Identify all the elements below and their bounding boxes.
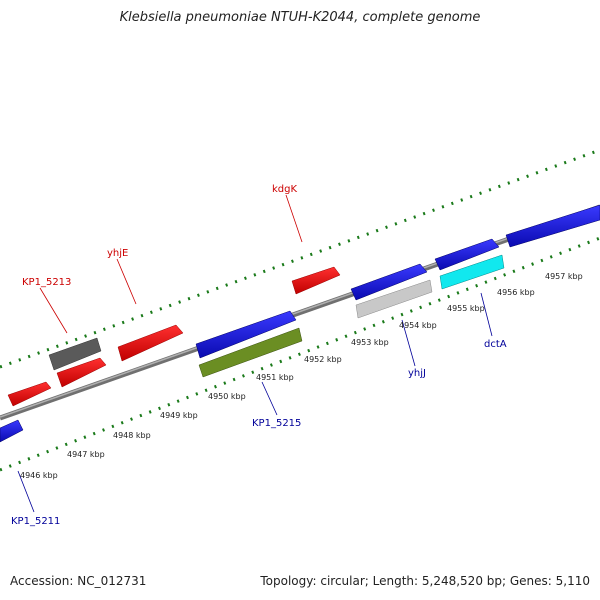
gene-box-light[interactable]: [355, 279, 433, 319]
gene-arrow-blue[interactable]: [195, 310, 297, 359]
inner-tick-track: [0, 236, 600, 472]
gene-label[interactable]: KP1_5211: [11, 516, 60, 527]
gene-box-cyan[interactable]: [439, 254, 505, 290]
position-label: 4948 kbp: [113, 431, 151, 440]
gene-arrow-red[interactable]: [117, 324, 184, 362]
gene-box-gray[interactable]: [48, 337, 102, 371]
position-label: 4946 kbp: [20, 471, 58, 480]
gene-arrow-blue[interactable]: [350, 263, 428, 301]
gene-arrow-blue[interactable]: [434, 238, 500, 271]
gene-label[interactable]: kdgK: [272, 184, 297, 195]
gene-label[interactable]: yhjE: [107, 248, 128, 259]
gene-labels: KP1_5213 yhjE kdgK KP1_5211 KP1_5215 yhj…: [11, 184, 507, 527]
gene-label[interactable]: yhjJ: [408, 368, 426, 379]
position-label: 4957 kbp: [545, 272, 583, 281]
gene-box-olive[interactable]: [198, 327, 303, 378]
accession-text: Accession: NC_012731: [10, 574, 147, 588]
position-label: 4953 kbp: [351, 338, 389, 347]
reverse-gene-track: [198, 254, 505, 378]
position-labels: 4946 kbp 4947 kbp 4948 kbp 4949 kbp 4950…: [20, 272, 583, 480]
gene-arrow-red[interactable]: [291, 266, 341, 295]
position-label: 4951 kbp: [256, 373, 294, 382]
genome-backbone: [0, 204, 600, 421]
gene-label[interactable]: KP1_5213: [22, 277, 71, 288]
forward-gene-track: [0, 204, 600, 443]
gene-arrow-blue[interactable]: [505, 204, 600, 248]
position-label: 4954 kbp: [399, 321, 437, 330]
topology-text: Topology: circular; Length: 5,248,520 bp…: [260, 574, 590, 588]
position-label: 4952 kbp: [304, 355, 342, 364]
gene-arrow-blue[interactable]: [0, 419, 24, 443]
position-label: 4955 kbp: [447, 304, 485, 313]
position-label: 4949 kbp: [160, 411, 198, 420]
label-leaders: [17, 194, 493, 513]
map-title: Klebsiella pneumoniae NTUH-K2044, comple…: [119, 10, 481, 25]
gene-label[interactable]: KP1_5215: [252, 418, 301, 429]
gene-arrow-red[interactable]: [56, 357, 107, 388]
position-label: 4947 kbp: [67, 450, 105, 459]
position-label: 4950 kbp: [208, 392, 246, 401]
outer-tick-track: [0, 148, 600, 369]
gene-label[interactable]: dctA: [484, 339, 507, 350]
gene-arrow-red[interactable]: [7, 381, 52, 407]
position-label: 4956 kbp: [497, 288, 535, 297]
